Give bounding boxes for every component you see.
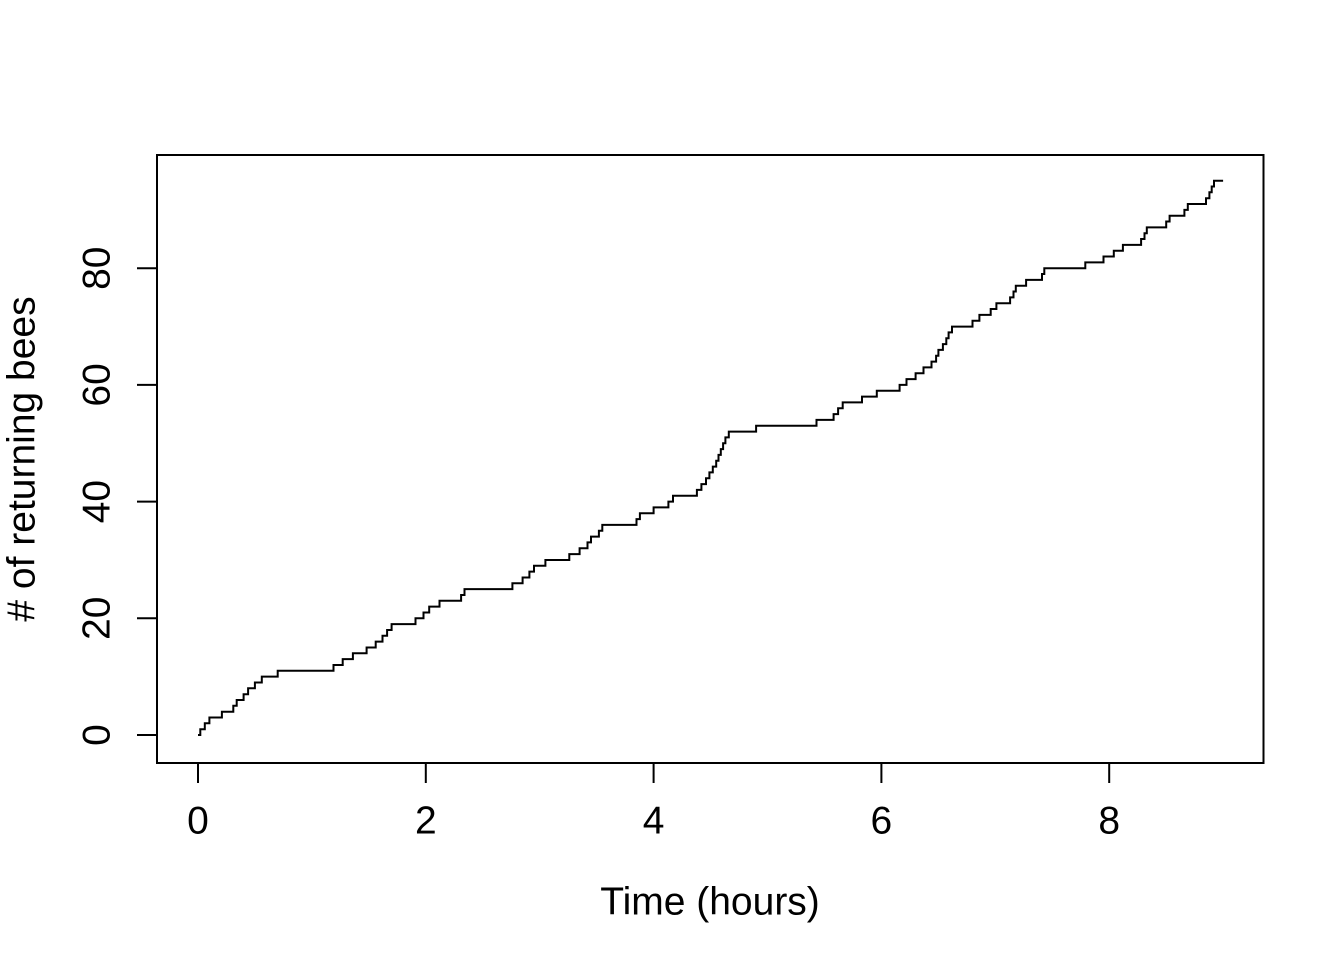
x-tick-label: 4 <box>643 800 665 843</box>
y-tick-label: 0 <box>76 724 119 746</box>
y-tick-label: 20 <box>76 597 119 640</box>
x-tick-label: 2 <box>415 800 437 843</box>
x-tick-label: 0 <box>187 800 209 843</box>
step-line <box>198 179 1224 736</box>
y-tick-label: 40 <box>76 480 119 523</box>
x-tick-label: 8 <box>1098 800 1120 843</box>
y-axis-label: # of returning bees <box>1 296 44 621</box>
x-axis-label: Time (hours) <box>600 881 820 924</box>
y-tick-label: 80 <box>76 247 119 290</box>
y-axis-ticks: 0 20 40 60 80 <box>76 247 157 746</box>
x-tick-label: 6 <box>871 800 893 843</box>
y-tick-label: 60 <box>76 363 119 406</box>
plot-box <box>156 154 1265 764</box>
x-axis-ticks: 0 2 4 6 8 <box>187 763 1120 843</box>
